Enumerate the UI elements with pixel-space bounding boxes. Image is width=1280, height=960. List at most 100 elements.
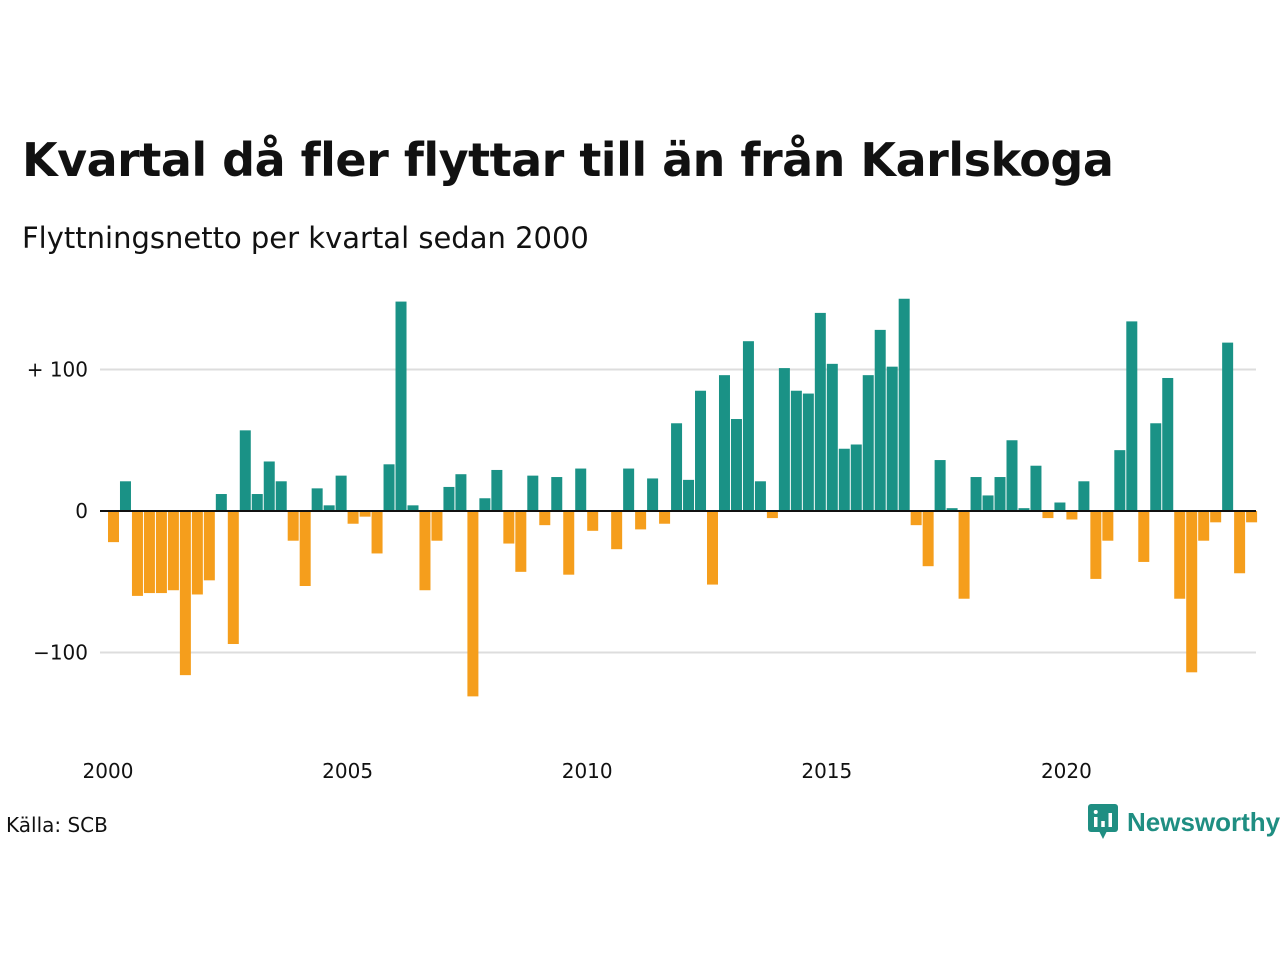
bar: 2019 Q3: -5 bbox=[1042, 511, 1054, 519]
bar: 2021 Q3: -36 bbox=[1138, 511, 1150, 562]
grid-lines bbox=[100, 368, 1256, 654]
bar: 2009 Q1: -10 bbox=[539, 511, 551, 526]
bar: 2022 Q2: -62 bbox=[1174, 511, 1186, 599]
bar: 2015 Q1: 104 bbox=[826, 363, 838, 511]
bar: 2005 Q1: -9 bbox=[347, 511, 359, 524]
bars: 2000 Q1: -222000 Q2: 212000 Q3: -602000 … bbox=[108, 298, 1258, 697]
bar: 2022 Q4: -21 bbox=[1198, 511, 1210, 541]
bar: 2014 Q3: 83 bbox=[802, 393, 814, 512]
bar: 2014 Q4: 140 bbox=[814, 312, 826, 511]
bar: 2004 Q4: 25 bbox=[335, 475, 347, 512]
bar: 2009 Q2: 24 bbox=[551, 477, 563, 511]
x-tick-label: 2000 bbox=[83, 759, 134, 783]
bar: 2014 Q2: 85 bbox=[790, 390, 802, 512]
bar: 2008 Q2: -23 bbox=[503, 511, 515, 544]
bar: 2012 Q3: -52 bbox=[707, 511, 718, 585]
bar: 2023 Q4: -8 bbox=[1246, 511, 1258, 523]
bar: 2002 Q4: 57 bbox=[239, 430, 251, 512]
bar: 2005 Q3: -30 bbox=[371, 511, 383, 554]
bar: 2004 Q2: 16 bbox=[311, 488, 323, 511]
bar: 2011 Q3: -9 bbox=[659, 511, 671, 524]
bar: 2015 Q3: 47 bbox=[850, 444, 862, 511]
x-tick-label: 2010 bbox=[562, 759, 613, 783]
bar: 2018 Q4: 50 bbox=[1006, 440, 1018, 511]
bar: 2005 Q4: 33 bbox=[383, 464, 395, 512]
y-tick-label: + 100 bbox=[27, 358, 88, 382]
bar: 2023 Q3: -44 bbox=[1234, 511, 1246, 574]
bar: 2019 Q1: 2 bbox=[1018, 508, 1030, 511]
bar: 2007 Q1: 17 bbox=[443, 486, 455, 511]
bar: 2017 Q2: 36 bbox=[934, 460, 946, 511]
x-tick-label: 2020 bbox=[1041, 759, 1092, 783]
bar: 2016 Q1: 128 bbox=[874, 329, 886, 511]
bar: 2020 Q2: 21 bbox=[1078, 481, 1090, 511]
brand-name: Newsworthy bbox=[1127, 806, 1280, 837]
bar: 2019 Q4: 6 bbox=[1054, 502, 1066, 511]
bar: 2011 Q4: 62 bbox=[671, 423, 683, 511]
x-tick-label: 2015 bbox=[801, 759, 852, 783]
bar: 2018 Q3: 24 bbox=[994, 477, 1006, 511]
bar: 2000 Q1: -22 bbox=[108, 511, 119, 543]
bar: 2007 Q2: 26 bbox=[455, 474, 467, 511]
bar: 2018 Q1: 24 bbox=[970, 477, 982, 511]
bar: 2013 Q1: 65 bbox=[730, 419, 742, 511]
bar: 2007 Q4: 9 bbox=[479, 498, 491, 511]
bar: 2005 Q2: -4 bbox=[359, 511, 371, 517]
bar: 2001 Q4: -59 bbox=[191, 511, 203, 595]
bar: 2008 Q1: 29 bbox=[491, 469, 503, 511]
bar: 2011 Q2: 23 bbox=[647, 478, 659, 511]
bar: 2020 Q3: -48 bbox=[1090, 511, 1102, 579]
bar: 2010 Q1: -14 bbox=[587, 511, 599, 531]
bar: 2023 Q1: -8 bbox=[1210, 511, 1222, 523]
bar: 2021 Q2: 134 bbox=[1126, 321, 1138, 511]
bar: 2006 Q3: -56 bbox=[419, 511, 431, 591]
bar: 2002 Q3: -94 bbox=[227, 511, 239, 645]
bar: 2022 Q3: -114 bbox=[1186, 511, 1198, 673]
bar: 2009 Q4: 30 bbox=[575, 468, 587, 511]
bar: 2010 Q3: -27 bbox=[611, 511, 623, 550]
bar: 2003 Q2: 35 bbox=[263, 461, 275, 511]
bar: 2017 Q1: -39 bbox=[922, 511, 934, 567]
chart-title: Kvartal då fler flyttar till än från Kar… bbox=[22, 133, 1114, 187]
bar: 2017 Q3: 2 bbox=[946, 508, 958, 511]
y-axis-tick-labels: + 100 0 −100 bbox=[27, 358, 88, 665]
bar: 2017 Q4: -62 bbox=[958, 511, 970, 599]
bar: 2019 Q2: 32 bbox=[1030, 465, 1042, 511]
bar: 2003 Q4: -21 bbox=[287, 511, 299, 541]
bar: 2014 Q1: 101 bbox=[778, 368, 790, 511]
bar: 2004 Q3: 4 bbox=[323, 505, 335, 511]
x-axis-tick-labels: 2000 2005 2010 2015 2020 bbox=[83, 759, 1092, 783]
bar: 2013 Q4: -5 bbox=[766, 511, 778, 519]
bar: 2021 Q4: 62 bbox=[1150, 423, 1162, 511]
newsworthy-brand[interactable]: Newsworthy bbox=[1088, 804, 1280, 840]
bar: 2001 Q2: -56 bbox=[167, 511, 179, 591]
bar: 2018 Q2: 11 bbox=[982, 495, 994, 512]
bar: 2016 Q4: -10 bbox=[910, 511, 922, 526]
bar: 2023 Q2: 119 bbox=[1222, 342, 1234, 511]
bar: 2016 Q3: 150 bbox=[898, 298, 910, 511]
bar: 2003 Q3: 21 bbox=[275, 481, 287, 511]
newsworthy-logo-icon bbox=[1088, 804, 1118, 839]
bar: 2016 Q2: 102 bbox=[886, 366, 898, 511]
bar: 2006 Q4: -21 bbox=[431, 511, 443, 541]
bar: 2013 Q3: 21 bbox=[754, 481, 766, 511]
chart-subtitle: Flyttningsnetto per kvartal sedan 2000 bbox=[22, 221, 589, 255]
bar: 2003 Q1: 12 bbox=[251, 494, 263, 511]
bar: 2000 Q3: -60 bbox=[131, 511, 143, 596]
bar: 2006 Q1: 148 bbox=[395, 301, 407, 511]
bar: 2015 Q2: 44 bbox=[838, 448, 850, 511]
bar: 2020 Q4: -21 bbox=[1102, 511, 1114, 541]
bar: 2012 Q4: 96 bbox=[718, 375, 730, 511]
y-tick-label: −100 bbox=[33, 641, 88, 665]
bar: 2000 Q2: 21 bbox=[119, 481, 131, 511]
bar: 2008 Q3: -43 bbox=[515, 511, 527, 572]
bar: 2002 Q2: 12 bbox=[215, 494, 227, 511]
bar: 2010 Q4: 30 bbox=[623, 468, 635, 511]
bar: 2011 Q1: -13 bbox=[635, 511, 647, 530]
x-tick-label: 2005 bbox=[322, 759, 373, 783]
bar: 2001 Q3: -116 bbox=[179, 511, 191, 676]
bar: 2020 Q1: -6 bbox=[1066, 511, 1078, 520]
bar: 2007 Q3: -131 bbox=[467, 511, 479, 697]
bar: 2004 Q1: -53 bbox=[299, 511, 311, 586]
